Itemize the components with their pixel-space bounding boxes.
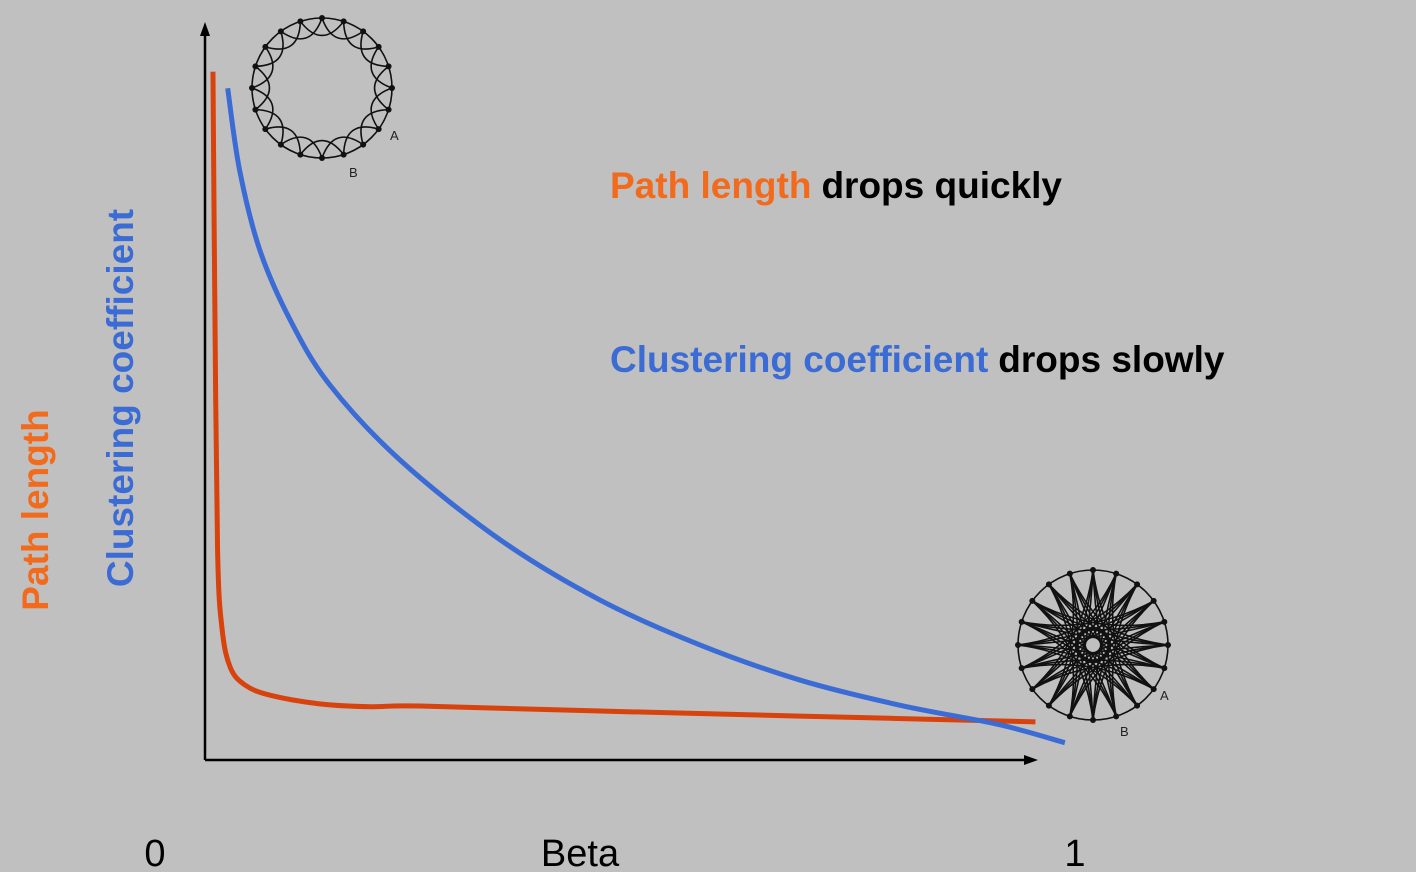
ring-node xyxy=(376,44,382,50)
random-node xyxy=(1029,598,1035,604)
random-node xyxy=(1090,717,1096,723)
random-node xyxy=(1067,713,1073,719)
annotation-highlight: Path length xyxy=(610,165,811,206)
ring-node xyxy=(262,126,268,132)
random-node xyxy=(1067,571,1073,577)
ring-node xyxy=(278,142,284,148)
ring-node xyxy=(262,44,268,50)
x-tick-label: 0 xyxy=(144,833,165,872)
ring-node xyxy=(319,15,325,21)
ring-node xyxy=(386,107,392,113)
ring-node xyxy=(360,142,366,148)
y-axis-label: Path length xyxy=(15,409,56,610)
network-label: A xyxy=(390,128,399,143)
network-label: A xyxy=(1160,688,1169,703)
annotation-highlight: Clustering coefficient xyxy=(610,339,988,380)
random-node xyxy=(1134,581,1140,587)
network-label: B xyxy=(1120,724,1129,739)
random-node xyxy=(1151,686,1157,692)
random-node xyxy=(1134,703,1140,709)
random-node xyxy=(1019,619,1025,625)
y-axis-label: Clustering coefficient xyxy=(100,209,141,587)
ring-node xyxy=(341,18,347,24)
network-label: B xyxy=(349,165,358,180)
ring-node xyxy=(297,18,303,24)
ring-node xyxy=(341,152,347,158)
annotation-text: drops quickly xyxy=(821,165,1062,206)
random-node xyxy=(1046,581,1052,587)
random-node xyxy=(1161,665,1167,671)
ring-node xyxy=(376,126,382,132)
ring-node xyxy=(360,28,366,34)
page: A B A B Path length Clustering coefficie… xyxy=(0,0,1416,872)
ring-node xyxy=(297,152,303,158)
random-node xyxy=(1090,567,1096,573)
random-node xyxy=(1165,642,1171,648)
random-node xyxy=(1029,686,1035,692)
chart: A B A B Path length Clustering coefficie… xyxy=(0,0,1416,872)
ring-node xyxy=(386,63,392,69)
random-node xyxy=(1019,665,1025,671)
random-node xyxy=(1015,642,1021,648)
x-axis-label: Beta xyxy=(541,833,620,872)
random-node xyxy=(1046,703,1052,709)
annotation-text: drops slowly xyxy=(998,339,1225,380)
ring-node xyxy=(278,28,284,34)
ring-node xyxy=(252,107,258,113)
x-tick-label: 1 xyxy=(1064,833,1085,872)
random-node xyxy=(1113,571,1119,577)
ring-node xyxy=(252,63,258,69)
ring-node xyxy=(389,85,395,91)
ring-node xyxy=(319,155,325,161)
ring-node xyxy=(249,85,255,91)
random-node xyxy=(1151,598,1157,604)
random-node xyxy=(1161,619,1167,625)
random-node xyxy=(1113,713,1119,719)
